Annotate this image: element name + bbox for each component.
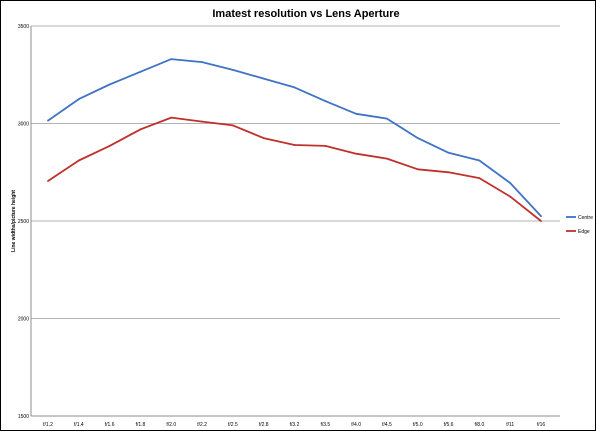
x-tick-label-f-5-6: f/5.6 xyxy=(444,422,454,428)
legend: Centre Edge xyxy=(566,215,593,235)
data-point-edge-1 xyxy=(77,159,80,162)
data-point-centre-4 xyxy=(170,58,173,61)
x-tick-label-f-1-6: f/1.6 xyxy=(105,422,115,428)
data-point-centre-10 xyxy=(355,112,358,115)
series-line-edge xyxy=(47,116,542,222)
data-point-edge-6 xyxy=(231,124,234,127)
data-point-centre-2 xyxy=(108,83,111,86)
data-point-centre-5 xyxy=(201,61,203,63)
x-tick-label-f-11: f/11 xyxy=(506,422,514,428)
x-tick-label-f-1-4: f/1.4 xyxy=(74,422,84,428)
x-tick-label-f-8-0: f/8.0 xyxy=(475,422,485,428)
data-point-centre-1 xyxy=(77,98,80,101)
data-point-centre-16 xyxy=(540,215,542,218)
data-point-edge-11 xyxy=(386,157,388,160)
data-point-centre-11 xyxy=(386,117,388,120)
series-line-centre xyxy=(47,58,542,217)
chart-title: Imatest resolution vs Lens Aperture xyxy=(212,8,399,20)
y-tick-labels: 1500 2000 2500 3000 3500 xyxy=(18,24,29,420)
x-tick-label-f-2-2: f/2.2 xyxy=(197,422,207,428)
x-tick-label-f-1-2: f/1.2 xyxy=(43,422,53,428)
y-tick-label-3000: 3000 xyxy=(18,122,29,128)
data-point-centre-3 xyxy=(139,70,142,73)
data-point-centre-15 xyxy=(509,182,512,184)
data-series xyxy=(47,58,542,222)
x-tick-label-f-2-5: f/2.5 xyxy=(228,422,238,428)
data-point-centre-9 xyxy=(324,100,327,102)
axes xyxy=(30,26,560,417)
data-point-centre-6 xyxy=(231,68,234,71)
y-axis-label: Line widths/picture height xyxy=(11,190,17,252)
data-point-edge-2 xyxy=(108,145,111,147)
data-point-edge-12 xyxy=(416,168,419,171)
x-tick-label-f-2-8: f/2.8 xyxy=(259,422,269,428)
data-point-edge-9 xyxy=(324,145,327,147)
gridlines xyxy=(31,25,560,319)
x-tick-label-f-2-0: f/2.0 xyxy=(166,422,176,428)
x-tick-label-f-4-0: f/4.0 xyxy=(351,422,361,428)
data-point-centre-13 xyxy=(447,151,450,154)
x-tick-label-f-16: f/16 xyxy=(537,422,546,428)
data-point-centre-0 xyxy=(47,119,49,122)
data-point-edge-8 xyxy=(293,144,296,146)
y-tick-label-2500: 2500 xyxy=(18,219,29,225)
x-tick-label-f-1-8: f/1.8 xyxy=(136,422,146,428)
data-point-edge-16 xyxy=(540,220,542,222)
data-point-edge-13 xyxy=(447,171,450,174)
y-tick-label-2000: 2000 xyxy=(18,317,29,323)
data-point-centre-7 xyxy=(262,77,265,80)
y-tick-label-1500: 1500 xyxy=(18,414,29,420)
x-tick-labels: f/1.2 f/1.4 f/1.6 f/1.8 f/2.0 f/2.2 f/2.5 f/2.8… xyxy=(43,422,545,428)
data-point-edge-14 xyxy=(478,177,481,180)
x-tick-label-f-3-5: f/3.5 xyxy=(320,422,330,428)
data-point-edge-15 xyxy=(509,195,512,198)
legend-label-edge: Edge xyxy=(578,229,590,235)
data-point-edge-3 xyxy=(139,128,142,131)
data-point-edge-0 xyxy=(47,180,49,182)
x-tick-label-f-5-0: f/5.0 xyxy=(413,422,423,428)
data-point-edge-7 xyxy=(262,137,265,140)
y-tick-label-3500: 3500 xyxy=(18,24,29,30)
data-point-edge-5 xyxy=(201,120,203,123)
data-point-edge-10 xyxy=(355,152,358,155)
data-point-centre-12 xyxy=(416,137,419,140)
x-tick-label-f-4-5: f/4.5 xyxy=(382,422,392,428)
x-tick-label-f-3-2: f/3.2 xyxy=(290,422,300,428)
data-point-centre-14 xyxy=(478,159,481,162)
legend-label-centre: Centre xyxy=(578,215,593,221)
data-point-edge-4 xyxy=(170,116,173,119)
data-point-centre-8 xyxy=(293,86,296,89)
